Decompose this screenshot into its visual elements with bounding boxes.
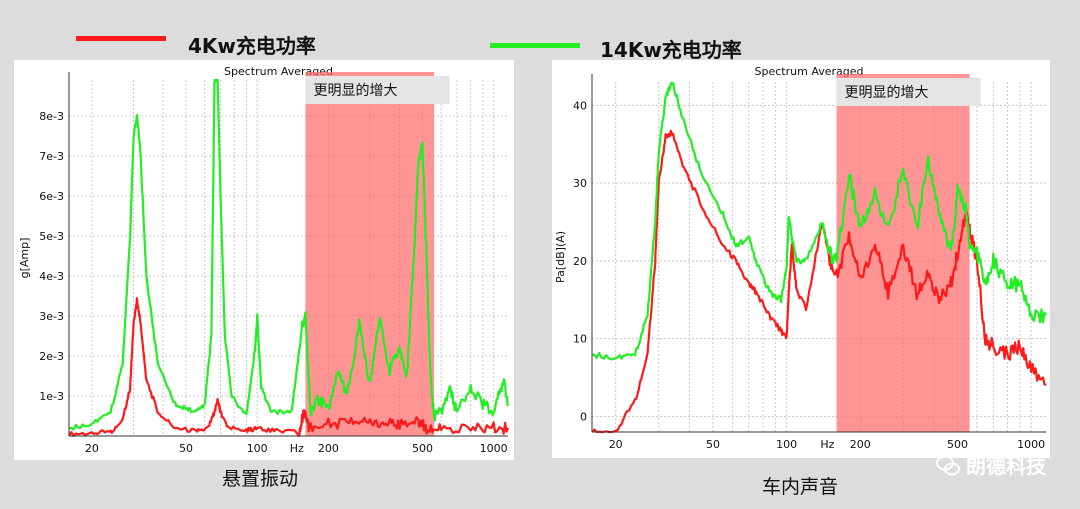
- x-tick-label: 100: [776, 438, 797, 451]
- y-tick-label: 6e-3: [39, 190, 64, 203]
- interior-sound-spectrum-chart: Spectrum Averaged 0 10 20 30 40 更明显的增大 20 50 100 2…: [554, 65, 1047, 451]
- series-line-4kw: [591, 129, 1047, 434]
- x-axis-label: Hz: [290, 442, 304, 455]
- x-tick-label: 1000: [1017, 438, 1045, 451]
- legend-label-14kw: 14Kw充电功率: [600, 38, 742, 62]
- x-tick-label: 200: [850, 438, 871, 451]
- x-axis-label: Hz: [820, 438, 834, 451]
- y-tick-label: 4e-3: [39, 270, 64, 283]
- y-tick-label: 8e-3: [39, 110, 64, 123]
- x-tick-label: 1000: [480, 442, 508, 455]
- watermark-text: 朗德科技: [966, 454, 1046, 478]
- highlight-label: 更明显的增大: [313, 83, 397, 99]
- y-tick-label: 10: [573, 333, 587, 346]
- chart-title: Spectrum Averaged: [755, 65, 864, 78]
- x-tick-label: 20: [609, 438, 623, 451]
- x-tick-label: 500: [947, 438, 968, 451]
- series-line-4kw: [68, 297, 510, 438]
- y-tick-label: 30: [573, 177, 587, 190]
- vibration-spectrum-chart: Spectrum Averaged1e-32e-33e-34e-35e-36e-…: [18, 65, 510, 455]
- y-tick-label: 1e-3: [39, 390, 64, 403]
- sound-caption: 车内声音: [762, 476, 839, 498]
- x-tick-label: 50: [706, 438, 720, 451]
- y-tick-label: 0: [580, 410, 587, 423]
- y-axis-label: g[Amp]: [18, 238, 31, 279]
- wechat-icon: [936, 455, 960, 476]
- legend-swatch-14kw: [490, 43, 580, 48]
- x-tick-label: 50: [179, 442, 193, 455]
- y-axis-label: Pa[dB](A): [554, 231, 567, 283]
- x-tick-label: 20: [85, 442, 99, 455]
- sound-chart-panel: Spectrum Averaged 0 10 20 30 40 更明显的增大 20 50 100 2…: [552, 60, 1050, 458]
- x-tick-label: 100: [247, 442, 268, 455]
- y-tick-label: 3e-3: [39, 310, 64, 323]
- y-tick-label: 5e-3: [39, 230, 64, 243]
- x-tick-label: 200: [318, 442, 339, 455]
- y-tick-label: 7e-3: [39, 150, 64, 163]
- legend-label-4kw: 4Kw充电功率: [188, 34, 316, 58]
- series-line-14kw: [591, 81, 1047, 361]
- y-tick-label: 20: [573, 255, 587, 268]
- y-tick-label: 2e-3: [39, 350, 64, 363]
- highlight-region: [305, 72, 435, 436]
- vibration-caption: 悬置振动: [222, 468, 299, 490]
- y-tick-label: 40: [573, 99, 587, 112]
- highlight-label-box: [836, 78, 981, 106]
- highlight-label-box: [305, 76, 450, 104]
- watermark: 朗德科技: [936, 450, 1046, 479]
- vibration-chart-panel: Spectrum Averaged 1e-3 2e-3 3e-3 4e-3 5e-3 6e-…: [14, 60, 514, 460]
- highlight-label: 更明显的增大: [845, 85, 929, 101]
- series-line-14kw: [68, 78, 510, 431]
- x-tick-label: 500: [412, 442, 433, 455]
- legend-swatch-4kw: [76, 36, 166, 41]
